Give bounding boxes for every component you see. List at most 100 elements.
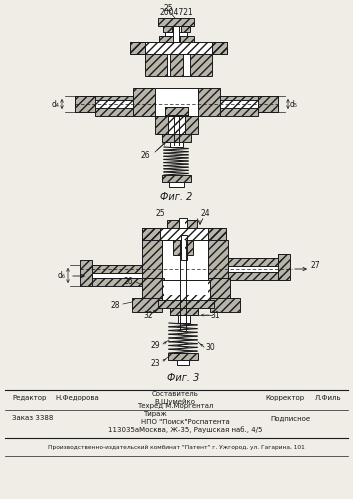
Bar — [142, 228, 160, 240]
Text: 25: 25 — [155, 209, 165, 218]
Text: 23: 23 — [150, 358, 160, 367]
Bar — [170, 54, 183, 76]
Text: НПО "Поиск"Роспатента: НПО "Поиск"Роспатента — [140, 419, 229, 425]
Bar — [130, 42, 227, 54]
Bar — [145, 42, 212, 54]
Bar — [181, 26, 190, 32]
Bar — [165, 107, 188, 115]
Bar — [170, 308, 198, 315]
Bar — [163, 26, 172, 32]
Text: Фиг. 3: Фиг. 3 — [167, 373, 199, 383]
Bar — [208, 228, 226, 240]
Text: 26: 26 — [123, 277, 133, 286]
Bar — [159, 36, 173, 42]
Text: Фиг. 2: Фиг. 2 — [160, 192, 192, 202]
Bar — [170, 142, 183, 147]
Bar — [170, 308, 198, 315]
Bar — [158, 300, 214, 308]
Bar — [95, 96, 133, 106]
Bar — [258, 96, 278, 112]
Bar — [228, 266, 282, 272]
Bar — [181, 235, 187, 260]
Bar — [142, 278, 164, 298]
Bar — [160, 228, 208, 240]
Bar — [132, 298, 162, 312]
Bar — [95, 106, 133, 116]
Bar — [167, 54, 190, 76]
Text: 30: 30 — [205, 343, 215, 352]
Bar — [176, 116, 198, 134]
Bar — [80, 260, 92, 286]
Bar — [130, 42, 227, 54]
Text: 25: 25 — [163, 3, 173, 12]
Bar — [220, 96, 258, 106]
Bar — [80, 260, 92, 286]
Bar — [88, 273, 142, 278]
Bar — [162, 280, 210, 302]
Bar — [220, 100, 258, 108]
Text: 31: 31 — [210, 310, 220, 319]
Bar — [208, 240, 228, 280]
Bar — [212, 42, 227, 54]
Bar — [173, 240, 181, 255]
Bar — [179, 218, 187, 230]
Bar — [180, 36, 194, 42]
Bar — [208, 278, 230, 298]
Bar — [177, 360, 189, 365]
Text: Производственно-издательский комбинат "Патент" г. Ужгород, ул. Гагарина, 101: Производственно-издательский комбинат "П… — [48, 445, 304, 450]
Bar — [173, 240, 181, 255]
Bar — [142, 228, 226, 240]
Bar — [220, 106, 258, 116]
Bar — [145, 54, 167, 76]
Bar — [145, 54, 167, 76]
Text: Л.Филь: Л.Филь — [315, 395, 342, 401]
Bar — [169, 182, 184, 187]
Bar — [185, 240, 193, 255]
Bar — [95, 100, 133, 108]
Bar — [208, 240, 228, 280]
Text: 113035аМосква, Ж-35, Раушская наб., 4/5: 113035аМосква, Ж-35, Раушская наб., 4/5 — [108, 427, 262, 434]
Bar — [210, 298, 240, 312]
Bar — [185, 220, 197, 228]
Bar — [208, 228, 226, 240]
Bar — [142, 240, 162, 280]
Text: Подписное: Подписное — [270, 415, 310, 421]
Text: Техред М.Моргентал: Техред М.Моргентал — [137, 403, 213, 409]
Bar — [95, 106, 133, 116]
Bar — [181, 26, 190, 32]
Text: 27: 27 — [310, 260, 320, 269]
Bar — [278, 254, 290, 280]
Bar — [210, 298, 240, 312]
Bar — [162, 134, 191, 142]
Bar — [158, 300, 214, 308]
Text: d₄: d₄ — [52, 99, 60, 108]
Text: Тираж: Тираж — [143, 411, 167, 417]
Bar — [162, 175, 191, 182]
Bar — [220, 96, 258, 106]
Bar — [165, 32, 187, 36]
Bar — [88, 265, 142, 273]
Text: 28: 28 — [110, 300, 120, 309]
Bar — [155, 116, 177, 134]
Bar — [163, 26, 172, 32]
Bar — [168, 353, 198, 360]
Bar — [133, 88, 155, 116]
Bar — [88, 278, 142, 286]
Bar — [75, 96, 95, 112]
Bar — [278, 254, 290, 280]
Bar — [130, 42, 145, 54]
Bar — [162, 295, 210, 303]
Text: В.Шумейко: В.Шумейко — [155, 399, 196, 405]
Bar — [167, 220, 179, 228]
Bar — [178, 315, 190, 323]
Bar — [190, 54, 212, 76]
Bar — [228, 258, 282, 266]
Bar — [142, 240, 162, 280]
Text: 26: 26 — [140, 151, 150, 160]
Bar — [185, 220, 197, 228]
Bar — [133, 88, 155, 116]
Bar — [190, 54, 212, 76]
Bar — [258, 96, 278, 112]
Bar — [167, 220, 179, 228]
Bar — [95, 96, 133, 106]
